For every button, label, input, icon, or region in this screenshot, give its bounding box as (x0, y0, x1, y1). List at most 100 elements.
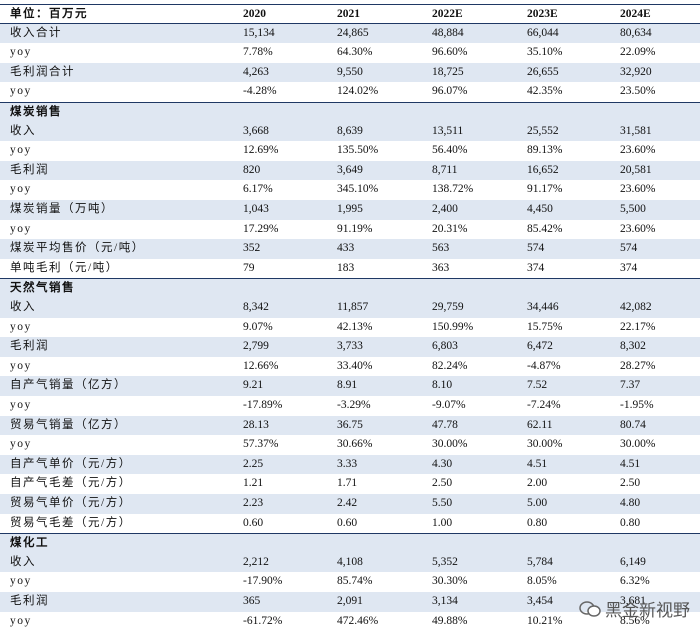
cell-value: 42.13% (337, 320, 373, 333)
cell-value: 1,043 (243, 203, 269, 215)
cell-value: 138.72% (432, 183, 474, 196)
row-label: 自产气毛差（元/方） (10, 477, 132, 490)
cell-value: 7.37 (620, 379, 641, 392)
cell-value: 2.50 (620, 477, 641, 490)
cell-value: 30.00% (527, 438, 563, 451)
watermark-icon (579, 600, 601, 617)
cell-value: 91.17% (527, 183, 563, 196)
cell-value: 64.30% (337, 46, 373, 59)
cell-value: 6.17% (243, 183, 273, 196)
cell-value: 28.27% (620, 359, 656, 372)
cell-value: 8.56% (620, 614, 650, 627)
cell-value: 25,552 (527, 124, 559, 137)
cell-value: 3,649 (337, 163, 363, 176)
row-label: 毛利润合计 (10, 65, 75, 78)
cell-value: 8.10 (432, 379, 453, 392)
cell-value: 49.88% (432, 614, 468, 627)
cell-value: 5,500 (620, 203, 646, 215)
cell-value: 3,454 (527, 595, 553, 607)
cell-value: 66,044 (527, 26, 559, 39)
table-row: yoy 7.78% 64.30% 96.60% 35.10% 22.09% (0, 43, 700, 63)
cell-value: 15,134 (243, 26, 275, 39)
cell-value: 82.24% (432, 359, 468, 372)
cell-value: 563 (432, 242, 450, 255)
cell-value: 2,400 (432, 203, 458, 215)
watermark: 黑金新视野 (579, 596, 690, 621)
cell-value: 23.50% (620, 85, 656, 98)
cell-value: 62.11 (527, 418, 553, 431)
cell-value: 85.42% (527, 222, 563, 235)
table-row: yoy 12.66% 33.40% 82.24% -4.87% 28.27% (0, 357, 700, 377)
cell-value: 23.60% (620, 183, 656, 196)
cell-value: -1.95% (620, 399, 654, 411)
cell-value: 2023E (527, 8, 558, 20)
row-label: 单吨毛利（元/吨） (10, 261, 119, 274)
table-row: yoy -4.28% 124.02% 96.07% 42.35% 23.50% (0, 82, 700, 102)
section-row: 煤化工 (0, 533, 700, 553)
cell-value: -17.90% (243, 575, 283, 588)
row-label: yoy (10, 144, 32, 157)
cell-value: 12.69% (243, 144, 279, 157)
cell-value: 352 (243, 242, 261, 255)
cell-value: 35.10% (527, 46, 563, 59)
table-row: yoy 57.37% 30.66% 30.00% 30.00% 30.00% (0, 435, 700, 455)
cell-value: 7.78% (243, 46, 273, 59)
cell-value: 17.29% (243, 222, 279, 235)
row-label: 煤炭销量（万吨） (10, 203, 114, 215)
cell-value: 2.00 (527, 477, 548, 490)
cell-value: 2.23 (243, 497, 264, 509)
cell-value: 0.80 (620, 516, 641, 529)
cell-value: 4.30 (432, 457, 453, 470)
row-label: 贸易气毛差（元/方） (10, 516, 132, 529)
cell-value: 2,091 (337, 595, 363, 607)
cell-value: 3,134 (432, 595, 458, 607)
cell-value: 4.80 (620, 497, 641, 509)
table-row: yoy 6.17% 345.10% 138.72% 91.17% 23.60% (0, 180, 700, 200)
cell-value: 150.99% (432, 320, 474, 333)
cell-value: 6.32% (620, 575, 650, 588)
row-label: yoy (10, 614, 32, 627)
cell-value: 9,550 (337, 65, 363, 78)
cell-value: -7.24% (527, 399, 561, 411)
cell-value: 47.78 (432, 418, 458, 431)
table-row: 贸易气单价（元/方） 2.23 2.42 5.50 5.00 4.80 (0, 494, 700, 514)
cell-value: 3,733 (337, 340, 363, 353)
cell-value: 374 (527, 261, 545, 274)
table-row: 毛利润合计 4,263 9,550 18,725 26,655 32,920 (0, 62, 700, 83)
row-label: 自产气单价（元/方） (10, 457, 132, 470)
table-row: 煤炭平均售价（元/吨） 352 433 563 574 574 (0, 239, 700, 259)
cell-value: 2020 (243, 8, 266, 20)
cell-value: 48,884 (432, 26, 464, 39)
cell-value: 5.50 (432, 497, 453, 509)
cell-value: 124.02% (337, 85, 379, 98)
cell-value: 3.33 (337, 457, 358, 470)
cell-value: 1.71 (337, 477, 358, 490)
table-row: 收入 2,212 4,108 5,352 5,784 6,149 (0, 552, 700, 573)
section-row: 煤炭销售 (0, 102, 700, 122)
cell-value: 1.21 (243, 477, 264, 490)
table-row: 贸易气毛差（元/方） 0.60 0.60 1.00 0.80 0.80 (0, 514, 700, 534)
cell-value: 22.09% (620, 46, 656, 59)
cell-value: 4.51 (527, 457, 548, 470)
cell-value: 12.66% (243, 359, 279, 372)
cell-value: 135.50% (337, 144, 379, 157)
table-row: yoy 17.29% 91.19% 20.31% 85.42% 23.60% (0, 220, 700, 240)
cell-value: 574 (527, 242, 545, 255)
cell-value: 36.75 (337, 418, 363, 431)
header-row: 单位：百万元 2020 2021 2022E 2023E 2024E (0, 4, 700, 24)
cell-value: 30.00% (432, 438, 468, 451)
table-row: 煤炭销量（万吨） 1,043 1,995 2,400 4,450 5,500 (0, 200, 700, 220)
cell-value: 2,212 (243, 555, 269, 568)
cell-value: 472.46% (337, 614, 379, 627)
table-row: 毛利润 2,799 3,733 6,803 6,472 8,302 (0, 337, 700, 357)
row-label: 收入合计 (10, 26, 62, 39)
cell-value: 18,725 (432, 65, 464, 78)
cell-value: 6,149 (620, 555, 646, 568)
row-label: 天然气销售 (10, 282, 75, 295)
cell-value: 8.05% (527, 575, 557, 588)
cell-value: 30.30% (432, 575, 468, 588)
cell-value: 33.40% (337, 359, 373, 372)
row-label: 煤化工 (10, 537, 49, 550)
watermark-text: 黑金新视野 (605, 601, 690, 621)
